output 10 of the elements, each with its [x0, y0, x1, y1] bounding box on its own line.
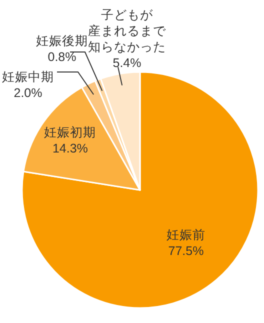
slice-label: 妊娠初期 [44, 126, 96, 140]
data-label: 77.5% [168, 244, 204, 258]
slice-label: 妊娠後期 [36, 34, 88, 48]
data-label: 0.8% [48, 50, 76, 64]
data-label: 5.4% [112, 56, 142, 70]
slice-label: 妊娠中期 [2, 70, 54, 84]
data-label: 2.0% [14, 86, 42, 100]
slice-label: 子どもが産まれるまで知らなかった [88, 8, 167, 54]
slice-label: 妊娠前 [166, 228, 206, 242]
data-label: 14.3% [52, 142, 88, 156]
